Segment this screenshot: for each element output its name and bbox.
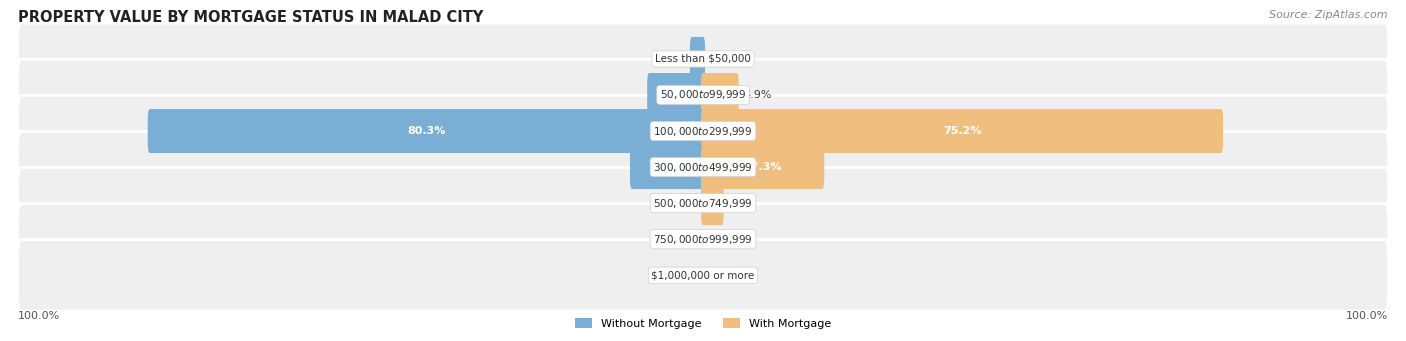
Legend: Without Mortgage, With Mortgage: Without Mortgage, With Mortgage bbox=[571, 313, 835, 333]
Text: $100,000 to $299,999: $100,000 to $299,999 bbox=[654, 124, 752, 137]
FancyBboxPatch shape bbox=[702, 145, 824, 189]
Text: 0.0%: 0.0% bbox=[710, 234, 738, 244]
Text: $50,000 to $99,999: $50,000 to $99,999 bbox=[659, 89, 747, 102]
Text: $300,000 to $499,999: $300,000 to $499,999 bbox=[654, 161, 752, 174]
FancyBboxPatch shape bbox=[17, 95, 1389, 167]
Text: $500,000 to $749,999: $500,000 to $749,999 bbox=[654, 197, 752, 210]
Text: 0.0%: 0.0% bbox=[710, 54, 738, 64]
Text: 1.6%: 1.6% bbox=[657, 54, 685, 64]
Text: 100.0%: 100.0% bbox=[1346, 311, 1388, 321]
FancyBboxPatch shape bbox=[148, 109, 704, 153]
Text: 100.0%: 100.0% bbox=[18, 311, 60, 321]
Text: 80.3%: 80.3% bbox=[408, 126, 446, 136]
FancyBboxPatch shape bbox=[702, 73, 738, 117]
Text: Source: ZipAtlas.com: Source: ZipAtlas.com bbox=[1270, 10, 1388, 20]
Text: 0.0%: 0.0% bbox=[668, 270, 696, 280]
Text: 2.7%: 2.7% bbox=[728, 198, 756, 208]
FancyBboxPatch shape bbox=[17, 131, 1389, 203]
Text: 0.0%: 0.0% bbox=[710, 270, 738, 280]
Text: $1,000,000 or more: $1,000,000 or more bbox=[651, 270, 755, 280]
FancyBboxPatch shape bbox=[17, 23, 1389, 95]
FancyBboxPatch shape bbox=[17, 167, 1389, 239]
Text: 7.8%: 7.8% bbox=[661, 90, 692, 100]
FancyBboxPatch shape bbox=[17, 239, 1389, 311]
FancyBboxPatch shape bbox=[690, 37, 704, 81]
FancyBboxPatch shape bbox=[630, 145, 704, 189]
Text: 75.2%: 75.2% bbox=[943, 126, 981, 136]
Text: 0.0%: 0.0% bbox=[668, 234, 696, 244]
Text: Less than $50,000: Less than $50,000 bbox=[655, 54, 751, 64]
FancyBboxPatch shape bbox=[17, 59, 1389, 131]
FancyBboxPatch shape bbox=[702, 109, 1223, 153]
Text: 4.9%: 4.9% bbox=[744, 90, 772, 100]
FancyBboxPatch shape bbox=[702, 181, 724, 225]
Text: 17.3%: 17.3% bbox=[744, 162, 782, 172]
Text: 0.0%: 0.0% bbox=[668, 198, 696, 208]
Text: PROPERTY VALUE BY MORTGAGE STATUS IN MALAD CITY: PROPERTY VALUE BY MORTGAGE STATUS IN MAL… bbox=[18, 10, 484, 25]
Text: 10.3%: 10.3% bbox=[648, 162, 686, 172]
FancyBboxPatch shape bbox=[17, 204, 1389, 275]
Text: $750,000 to $999,999: $750,000 to $999,999 bbox=[654, 233, 752, 246]
FancyBboxPatch shape bbox=[647, 73, 704, 117]
